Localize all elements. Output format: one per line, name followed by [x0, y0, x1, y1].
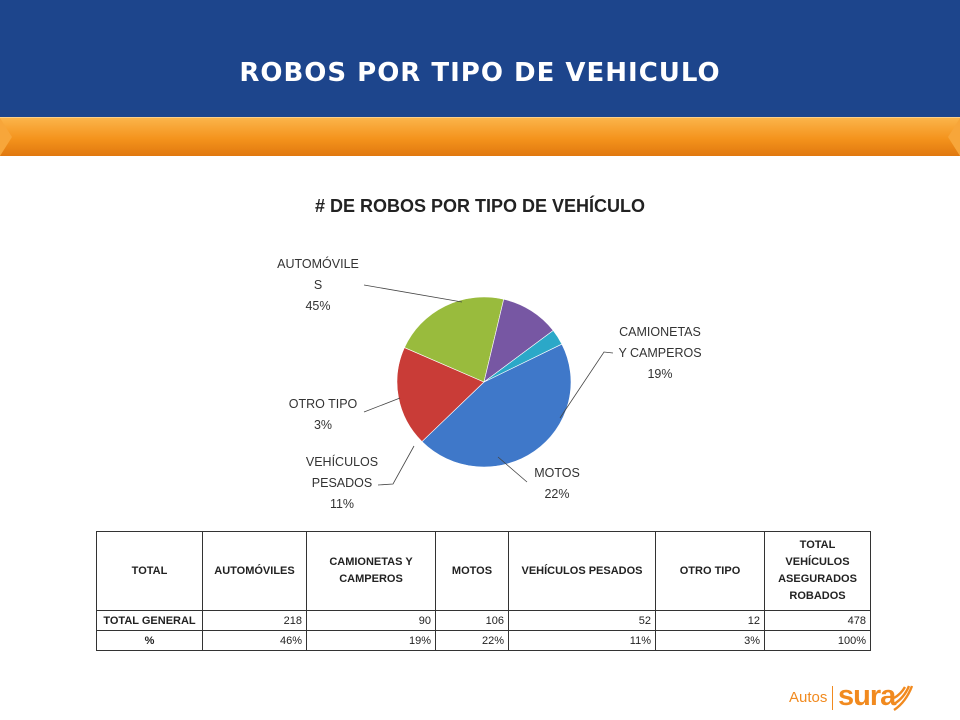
- slice-label-line: 3%: [314, 418, 332, 432]
- th-total-robados: TOTAL VEHÍCULOS ASEGURADOS ROBADOS: [764, 531, 871, 611]
- th-vehiculos-pesados: VEHÍCULOS PESADOS: [508, 531, 656, 611]
- slice-label-line: MOTOS: [534, 466, 580, 480]
- table-cell: TOTAL GENERAL: [96, 610, 203, 631]
- th-motos: MOTOS: [435, 531, 509, 611]
- pie-slice: [421, 343, 572, 468]
- th-total: TOTAL: [96, 531, 203, 611]
- slice-label-line: Y CAMPEROS: [618, 346, 701, 360]
- table-cell: 12: [655, 610, 765, 631]
- leader-line: [377, 445, 415, 486]
- slice-label-line: CAMIONETAS: [619, 325, 701, 339]
- sura-wing-icon: [893, 685, 914, 711]
- slice-label: OTRO TIPO 3%: [289, 397, 358, 432]
- table-cell: 106: [435, 610, 509, 631]
- orange-divider-bar: [0, 117, 960, 156]
- table-cell: 3%: [655, 630, 765, 651]
- chart-title: # DE ROBOS POR TIPO DE VEHÍCULO: [314, 196, 646, 216]
- slice-label-line: VEHÍCULOS: [306, 454, 378, 469]
- th-otro-tipo: OTRO TIPO: [655, 531, 765, 611]
- table-cell: 218: [202, 610, 307, 631]
- page-title: ROBOS POR TIPO DE VEHICULO: [239, 58, 721, 88]
- table-cell: 11%: [508, 630, 656, 651]
- pie-slice: [483, 330, 563, 383]
- leader-line: [363, 284, 463, 303]
- table-cell: 52: [508, 610, 656, 631]
- table-cell: %: [96, 630, 203, 651]
- table-cell: 19%: [306, 630, 436, 651]
- slice-label-line: 22%: [544, 487, 569, 501]
- table-cell: 90: [306, 610, 436, 631]
- leader-line: [497, 456, 528, 483]
- header-banner: [0, 0, 960, 117]
- leader-line: [559, 351, 614, 419]
- leader-line: [363, 397, 401, 413]
- bar-bevel-right: [948, 118, 960, 156]
- table-row: TOTAL GENERAL 218 90 106 52 12 478: [96, 610, 871, 631]
- table-row: % 46% 19% 22% 11% 3% 100%: [96, 630, 871, 651]
- th-camionetas: CAMIONETAS Y CAMPEROS: [306, 531, 436, 611]
- slice-label: CAMIONETAS Y CAMPEROS 19%: [618, 325, 701, 381]
- slice-label-line: OTRO TIPO: [289, 397, 358, 411]
- slice-label: MOTOS 22%: [534, 466, 580, 501]
- table-cell: 478: [764, 610, 871, 631]
- slice-label-line: 19%: [647, 367, 672, 381]
- slice-label: AUTOMÓVILE S 45%: [277, 256, 359, 313]
- pie-slice: [396, 347, 485, 442]
- table-header-row: TOTAL AUTOMÓVILES CAMIONETAS Y CAMPEROS …: [96, 531, 871, 611]
- slice-label-line: 45%: [305, 299, 330, 313]
- data-table: TOTAL AUTOMÓVILES CAMIONETAS Y CAMPEROS …: [96, 531, 871, 651]
- table-cell: 100%: [764, 630, 871, 651]
- table-cell: 46%: [202, 630, 307, 651]
- footer-autos-text: Autos: [789, 689, 828, 706]
- footer-separator: [832, 686, 833, 710]
- slice-label: VEHÍCULOS PESADOS 11%: [306, 454, 378, 511]
- sura-logo: sura: [838, 680, 896, 712]
- slice-label-line: S: [314, 278, 322, 292]
- table-cell: 22%: [435, 630, 509, 651]
- slice-label-line: PESADOS: [312, 476, 372, 490]
- slice-label-line: AUTOMÓVILE: [277, 256, 359, 271]
- bar-bevel-left: [0, 118, 12, 156]
- pie-slice: [404, 296, 505, 383]
- th-automoviles: AUTOMÓVILES: [202, 531, 307, 611]
- slice-label-line: 11%: [330, 497, 354, 511]
